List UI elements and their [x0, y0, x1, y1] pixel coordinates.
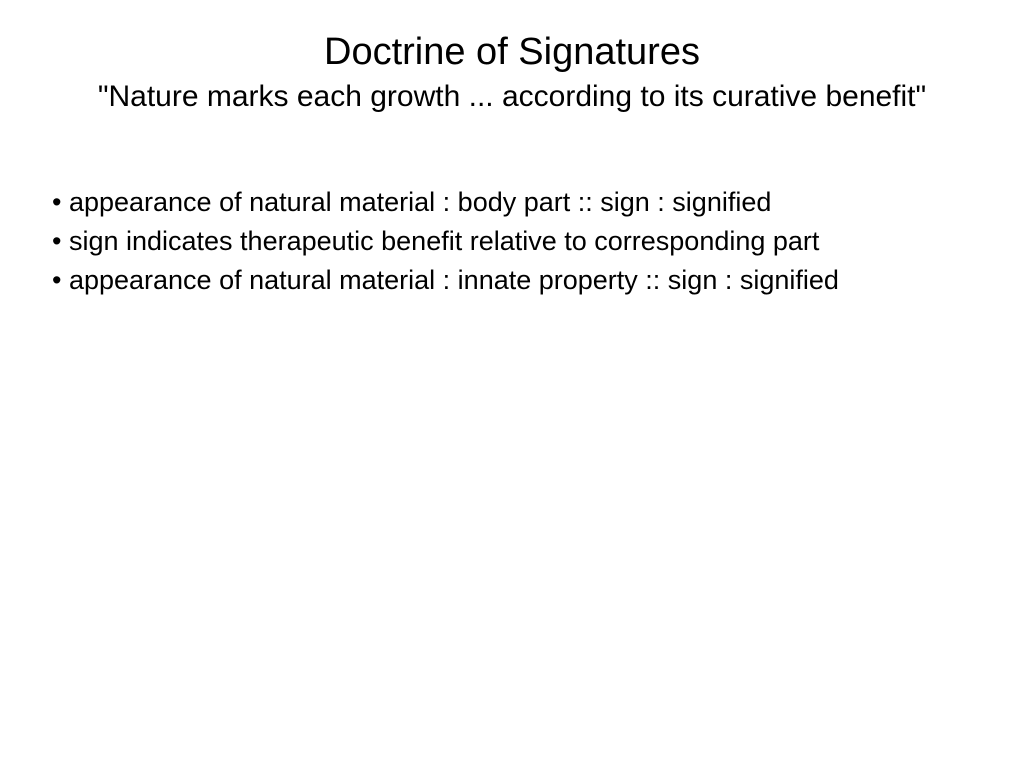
- slide-subtitle: "Nature marks each growth ... according …: [50, 78, 974, 116]
- slide-container: Doctrine of Signatures "Nature marks eac…: [0, 0, 1024, 768]
- bullet-item: • sign indicates therapeutic benefit rel…: [52, 224, 974, 259]
- body-content: • appearance of natural material : body …: [50, 185, 974, 298]
- bullet-item: • appearance of natural material : innat…: [52, 263, 974, 298]
- slide-title: Doctrine of Signatures: [50, 30, 974, 76]
- bullet-item: • appearance of natural material : body …: [52, 185, 974, 220]
- title-block: Doctrine of Signatures "Nature marks eac…: [50, 30, 974, 115]
